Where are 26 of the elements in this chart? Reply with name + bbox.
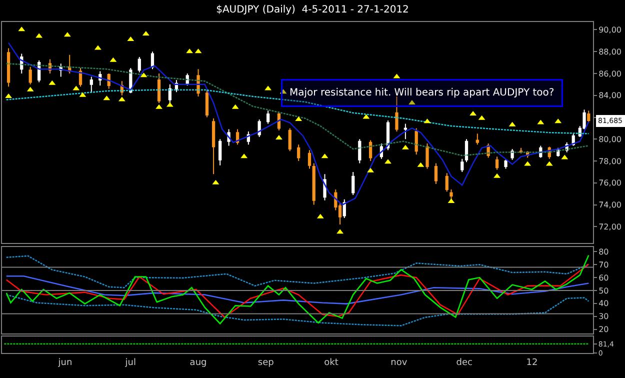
y-tick-label: 50 [598, 286, 609, 296]
y-tick-label: 40 [598, 299, 609, 308]
y-tick-label: 80,00 [598, 134, 622, 144]
x-tick-label: okt [324, 358, 339, 368]
x-tick-label: jun [57, 358, 72, 368]
y-tick-label: 90,00 [598, 25, 622, 34]
y-tick-label: 86,00 [598, 69, 622, 78]
x-tick-label: 12 [526, 358, 538, 368]
chart-title: $AUDJPY (Daily) 4-5-2011 - 27-1-2012 [216, 4, 409, 16]
y-tick-label: 72,00 [598, 222, 622, 232]
y-tick-label: 84,00 [598, 91, 622, 100]
y-tick-label: 60 [598, 273, 609, 282]
x-tick-label: aug [190, 358, 207, 368]
x-tick-label: jul [124, 358, 136, 368]
x-tick-label: sep [258, 358, 274, 368]
y-tick-label: 78,00 [598, 156, 622, 166]
y-tick-label: 30 [598, 312, 609, 322]
y-tick-label: 76,00 [598, 178, 622, 188]
y-tick-label: 20 [598, 325, 609, 334]
x-tick-label: nov [390, 358, 408, 368]
y-tick-label: 88,00 [598, 47, 622, 56]
x-tick-label: dec [456, 358, 472, 368]
y-tick-label: 74,00 [598, 200, 622, 210]
y-tick-label: 70 [598, 260, 609, 270]
annotation: Major resistance hit. Will bears rip apart AUDJPY too? [290, 88, 554, 98]
y-tick-label: 80 [598, 247, 609, 256]
